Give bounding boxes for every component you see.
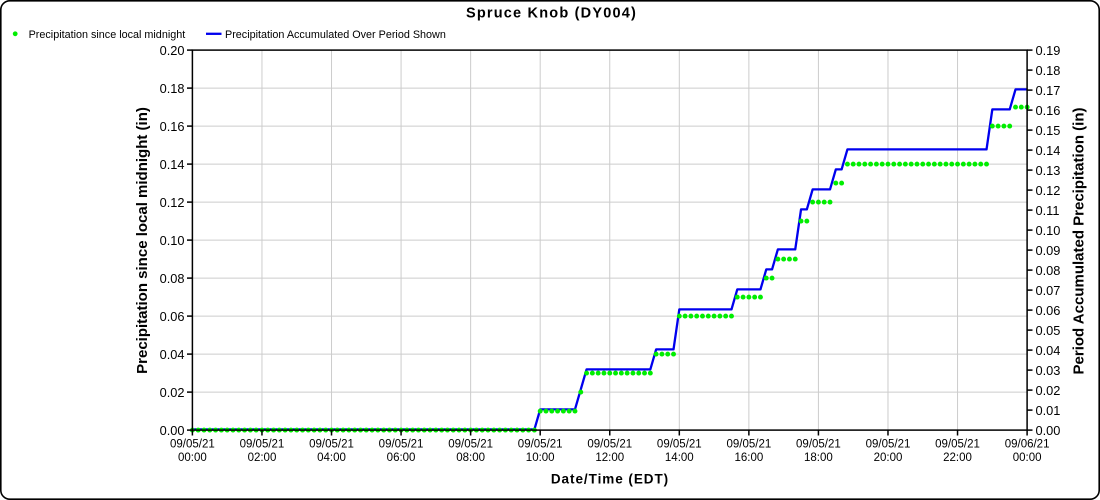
svg-text:09/05/21: 09/05/21 bbox=[448, 439, 493, 451]
svg-text:09/05/21: 09/05/21 bbox=[240, 439, 285, 451]
svg-text:0.10: 0.10 bbox=[1036, 223, 1061, 238]
svg-text:0.10: 0.10 bbox=[160, 233, 185, 248]
svg-text:0.20: 0.20 bbox=[160, 43, 185, 58]
svg-text:0.17: 0.17 bbox=[1036, 83, 1061, 98]
svg-text:0.04: 0.04 bbox=[1036, 343, 1061, 358]
svg-text:16:00: 16:00 bbox=[734, 452, 763, 464]
svg-text:09/05/21: 09/05/21 bbox=[379, 439, 424, 451]
svg-text:10:00: 10:00 bbox=[526, 452, 555, 464]
svg-text:0.05: 0.05 bbox=[1036, 323, 1061, 338]
svg-text:Precipitation Accumulated Over: Precipitation Accumulated Over Period Sh… bbox=[225, 29, 446, 41]
svg-text:Precipitation since local midn: Precipitation since local midnight bbox=[29, 29, 186, 41]
svg-text:09/05/21: 09/05/21 bbox=[935, 439, 980, 451]
svg-text:18:00: 18:00 bbox=[804, 452, 833, 464]
svg-text:0.02: 0.02 bbox=[160, 385, 185, 400]
svg-text:0.09: 0.09 bbox=[1036, 243, 1061, 258]
svg-text:Spruce Knob (DY004): Spruce Knob (DY004) bbox=[466, 6, 637, 22]
svg-text:0.19: 0.19 bbox=[1036, 43, 1061, 58]
svg-text:Precipitation since local midn: Precipitation since local midnight (in) bbox=[134, 107, 151, 374]
svg-text:0.16: 0.16 bbox=[1036, 103, 1061, 118]
svg-text:0.04: 0.04 bbox=[160, 347, 185, 362]
svg-text:09/05/21: 09/05/21 bbox=[726, 439, 771, 451]
svg-text:22:00: 22:00 bbox=[943, 452, 972, 464]
svg-text:0.08: 0.08 bbox=[160, 271, 185, 286]
svg-text:0.07: 0.07 bbox=[1036, 283, 1061, 298]
svg-text:0.11: 0.11 bbox=[1036, 203, 1060, 218]
svg-text:14:00: 14:00 bbox=[665, 452, 694, 464]
svg-text:20:00: 20:00 bbox=[874, 452, 903, 464]
svg-text:09/06/21: 09/06/21 bbox=[1005, 439, 1050, 451]
svg-text:09/05/21: 09/05/21 bbox=[587, 439, 632, 451]
svg-text:09/05/21: 09/05/21 bbox=[309, 439, 354, 451]
svg-text:04:00: 04:00 bbox=[317, 452, 346, 464]
svg-text:Period Accumulated Precipitati: Period Accumulated Precipitation (in) bbox=[1071, 108, 1088, 375]
svg-text:0.13: 0.13 bbox=[1036, 163, 1061, 178]
svg-text:08:00: 08:00 bbox=[456, 452, 485, 464]
svg-text:0.02: 0.02 bbox=[1036, 383, 1061, 398]
svg-text:09/05/21: 09/05/21 bbox=[518, 439, 563, 451]
svg-text:0.03: 0.03 bbox=[1036, 363, 1061, 378]
svg-text:0.12: 0.12 bbox=[160, 195, 185, 210]
svg-text:00:00: 00:00 bbox=[1013, 452, 1042, 464]
svg-text:0.18: 0.18 bbox=[1036, 63, 1061, 78]
svg-text:0.18: 0.18 bbox=[160, 81, 185, 96]
svg-text:0.00: 0.00 bbox=[160, 423, 185, 438]
svg-text:06:00: 06:00 bbox=[387, 452, 416, 464]
svg-text:0.00: 0.00 bbox=[1036, 423, 1061, 438]
svg-text:0.06: 0.06 bbox=[160, 309, 185, 324]
svg-text:09/05/21: 09/05/21 bbox=[796, 439, 841, 451]
svg-text:0.14: 0.14 bbox=[160, 157, 185, 172]
svg-text:0.06: 0.06 bbox=[1036, 303, 1061, 318]
svg-text:09/05/21: 09/05/21 bbox=[657, 439, 702, 451]
svg-text:0.14: 0.14 bbox=[1036, 143, 1061, 158]
svg-text:09/05/21: 09/05/21 bbox=[866, 439, 911, 451]
svg-text:02:00: 02:00 bbox=[248, 452, 277, 464]
svg-text:0.01: 0.01 bbox=[1036, 403, 1061, 418]
svg-text:0.12: 0.12 bbox=[1036, 183, 1061, 198]
svg-text:0.08: 0.08 bbox=[1036, 263, 1061, 278]
svg-text:12:00: 12:00 bbox=[595, 452, 624, 464]
svg-text:00:00: 00:00 bbox=[178, 452, 207, 464]
svg-text:0.16: 0.16 bbox=[160, 119, 185, 134]
svg-text:0.15: 0.15 bbox=[1036, 123, 1061, 138]
svg-text:Date/Time (EDT): Date/Time (EDT) bbox=[551, 472, 669, 487]
svg-text:09/05/21: 09/05/21 bbox=[170, 439, 215, 451]
